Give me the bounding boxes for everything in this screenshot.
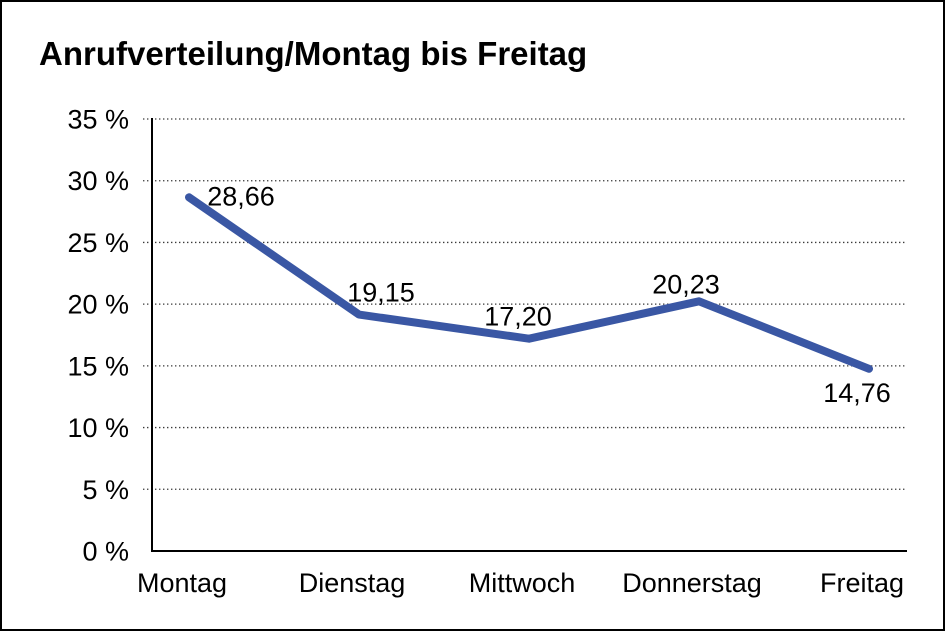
y-axis-tick-label: 15 % [67,351,129,381]
x-axis-category-label: Freitag [820,568,904,598]
x-axis-category-label: Mittwoch [469,568,576,598]
x-axis-category-label: Dienstag [299,568,406,598]
y-axis-tick-label: 10 % [67,413,129,443]
y-axis-tick-label: 30 % [67,166,129,196]
x-axis-category-label: Montag [137,568,227,598]
data-point-label: 19,15 [347,278,415,308]
y-axis-tick-label: 0 % [82,537,129,567]
y-axis-tick-label: 35 % [67,105,129,135]
y-axis-tick-label: 5 % [82,475,129,505]
chart-title: Anrufverteilung/Montag bis Freitag [39,35,588,72]
data-point-label: 17,20 [484,302,552,332]
y-axis-tick-label: 25 % [67,228,129,258]
x-axis-category-label: Donnerstag [622,568,762,598]
data-point-label: 28,66 [207,181,275,211]
y-axis-tick-label: 20 % [67,290,129,320]
data-point-label: 14,76 [823,378,891,408]
data-point-label: 20,23 [652,269,720,299]
data-series-line [185,193,873,373]
